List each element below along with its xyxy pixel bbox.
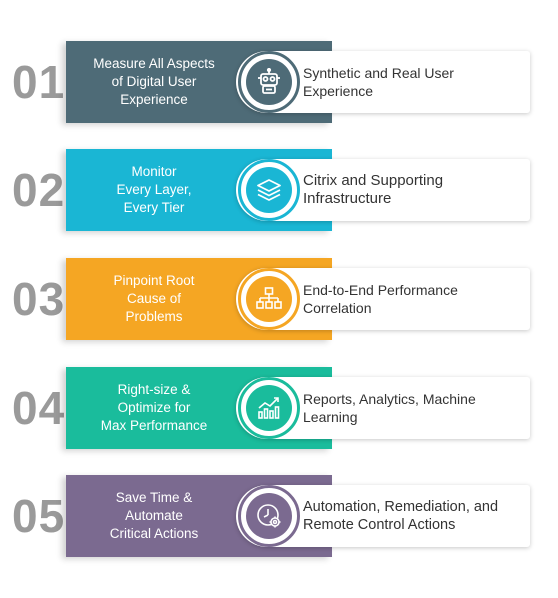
icon-badge	[238, 268, 300, 330]
step-title: Measure All Aspects of Digital User Expe…	[93, 56, 215, 107]
step-title: Monitor Every Layer, Every Tier	[116, 164, 192, 215]
step-number: 02	[12, 164, 66, 216]
step-number: 03	[12, 273, 66, 325]
icon-badge	[238, 51, 300, 113]
step-number: 04	[12, 382, 66, 434]
clock-gear-icon	[257, 504, 281, 528]
step-01: 01 Measure All Aspects of Digital User E…	[0, 41, 558, 123]
step-title: Right-size & Optimize for Max Performanc…	[100, 382, 208, 433]
step-02: 02 Monitor Every Layer, Every Tier Citri…	[0, 149, 558, 231]
growth-chart-icon	[258, 397, 280, 419]
icon-badge	[238, 159, 300, 221]
step-description: Reports, Analytics, Machine Learning	[303, 391, 476, 425]
icon-badge	[238, 485, 300, 547]
layers-icon	[257, 179, 281, 201]
robot-icon	[258, 68, 280, 94]
step-description: Automation, Remediation, and Remote Cont…	[303, 499, 499, 533]
hierarchy-icon	[256, 287, 282, 309]
step-03: 03 Pinpoint Root Cause of Problems End-t…	[0, 258, 558, 340]
icon-badge	[238, 377, 300, 439]
step-number: 05	[12, 490, 66, 542]
step-title: Save Time & Automate Critical Actions	[109, 490, 199, 541]
step-description: Citrix and Supporting Infrastructure	[303, 172, 444, 207]
step-05: 05 Save Time & Automate Critical Actions…	[0, 475, 558, 557]
step-title: Pinpoint Root Cause of Problems	[113, 273, 195, 324]
step-description: End-to-End Performance Correlation	[303, 282, 458, 316]
step-04: 04 Right-size & Optimize for Max Perform…	[0, 367, 558, 449]
step-description: Synthetic and Real User Experience	[303, 65, 454, 99]
step-number: 01	[12, 56, 66, 108]
